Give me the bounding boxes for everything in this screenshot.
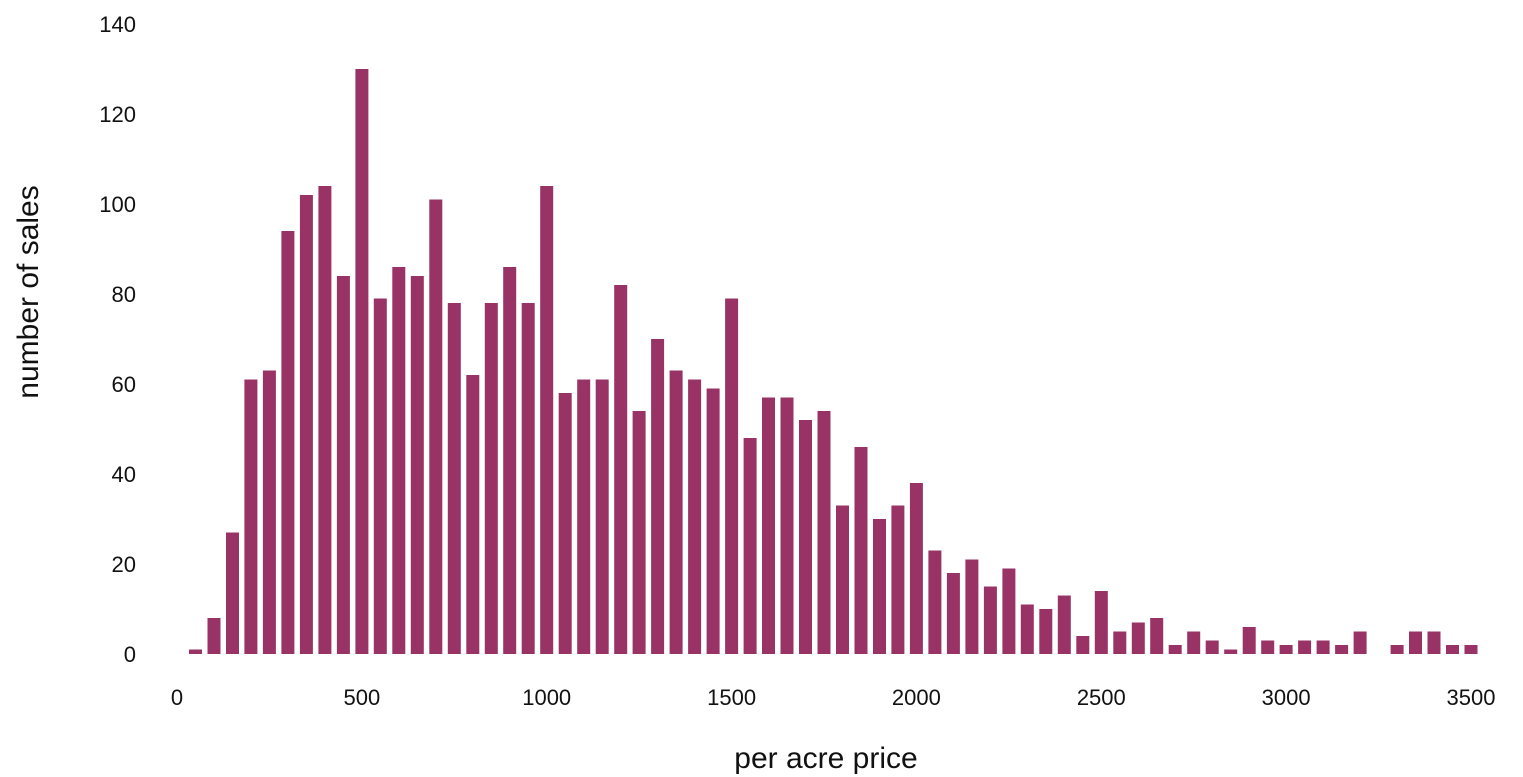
y-tick-labels: 0 20 40 60 80 100 120 140 — [99, 12, 136, 667]
bar-1100 — [577, 380, 590, 655]
bar-1650 — [781, 398, 794, 655]
x-axis-label: per acre price — [734, 742, 917, 775]
y-tick-label-100: 100 — [99, 192, 136, 217]
y-tick-label-40: 40 — [112, 462, 136, 487]
bar-700 — [429, 200, 442, 655]
bar-2950 — [1261, 641, 1274, 655]
x-tick-label-1500: 1500 — [707, 685, 756, 710]
bar-3000 — [1280, 645, 1293, 654]
bar-350 — [300, 195, 313, 654]
bar-1200 — [614, 285, 627, 654]
bar-1600 — [762, 398, 775, 655]
y-tick-label-60: 60 — [112, 372, 136, 397]
bar-2000 — [910, 483, 923, 654]
bar-1750 — [818, 411, 831, 654]
y-tick-label-140: 140 — [99, 12, 136, 37]
bar-750 — [448, 303, 461, 654]
bar-300 — [281, 231, 294, 654]
x-tick-label-500: 500 — [344, 685, 381, 710]
bar-2750 — [1187, 632, 1200, 655]
bar-3300 — [1391, 645, 1404, 654]
bar-1550 — [744, 438, 757, 654]
x-tick-label-2500: 2500 — [1077, 685, 1126, 710]
bar-250 — [263, 371, 276, 655]
bar-2050 — [928, 551, 941, 655]
bar-1450 — [707, 389, 720, 655]
x-tick-labels: 0 500 1000 1500 2000 2500 3000 3500 — [171, 685, 1496, 710]
bar-3350 — [1409, 632, 1422, 655]
bar-850 — [485, 303, 498, 654]
bar-2400 — [1058, 596, 1071, 655]
x-tick-label-3000: 3000 — [1262, 685, 1311, 710]
bar-2650 — [1150, 618, 1163, 654]
bar-2800 — [1206, 641, 1219, 655]
bar-2350 — [1039, 609, 1052, 654]
bar-2150 — [965, 560, 978, 655]
bar-1250 — [633, 411, 646, 654]
bar-2600 — [1132, 623, 1145, 655]
bar-1400 — [688, 380, 701, 655]
bar-1150 — [596, 380, 609, 655]
bar-3050 — [1298, 641, 1311, 655]
x-tick-label-1000: 1000 — [522, 685, 571, 710]
bar-2550 — [1113, 632, 1126, 655]
x-tick-label-2000: 2000 — [892, 685, 941, 710]
bar-800 — [466, 375, 479, 654]
bar-2100 — [947, 573, 960, 654]
bar-1000 — [540, 186, 553, 654]
bars-group — [189, 69, 1478, 654]
bar-1800 — [836, 506, 849, 655]
bar-2300 — [1021, 605, 1034, 655]
x-tick-label-3500: 3500 — [1447, 685, 1496, 710]
bar-650 — [411, 276, 424, 654]
y-tick-label-120: 120 — [99, 102, 136, 127]
y-tick-label-80: 80 — [112, 282, 136, 307]
bar-100 — [208, 618, 221, 654]
bar-3100 — [1317, 641, 1330, 655]
bar-2250 — [1002, 569, 1015, 655]
bar-1950 — [891, 506, 904, 655]
bar-1900 — [873, 519, 886, 654]
bar-50 — [189, 650, 202, 655]
bar-1350 — [670, 371, 683, 655]
bar-2200 — [984, 587, 997, 655]
bar-2450 — [1076, 636, 1089, 654]
bar-500 — [355, 69, 368, 654]
bar-2850 — [1224, 650, 1237, 655]
bar-3450 — [1446, 645, 1459, 654]
y-tick-label-0: 0 — [124, 642, 136, 667]
x-tick-label-0: 0 — [171, 685, 183, 710]
bar-1700 — [799, 420, 812, 654]
bar-3400 — [1428, 632, 1441, 655]
bar-1050 — [559, 393, 572, 654]
bar-150 — [226, 533, 239, 655]
bar-450 — [337, 276, 350, 654]
bar-3500 — [1465, 645, 1478, 654]
bar-900 — [503, 267, 516, 654]
bar-3150 — [1335, 645, 1348, 654]
bar-3200 — [1354, 632, 1367, 655]
bar-2900 — [1243, 627, 1256, 654]
bar-400 — [318, 186, 331, 654]
y-axis-label: number of sales — [12, 185, 45, 398]
bar-950 — [522, 303, 535, 654]
y-tick-label-20: 20 — [112, 552, 136, 577]
bar-2700 — [1169, 645, 1182, 654]
bar-1500 — [725, 299, 738, 655]
bar-1300 — [651, 339, 664, 654]
bar-200 — [244, 380, 257, 655]
bar-600 — [392, 267, 405, 654]
bar-2500 — [1095, 591, 1108, 654]
bar-1850 — [855, 447, 868, 654]
bar-550 — [374, 299, 387, 655]
